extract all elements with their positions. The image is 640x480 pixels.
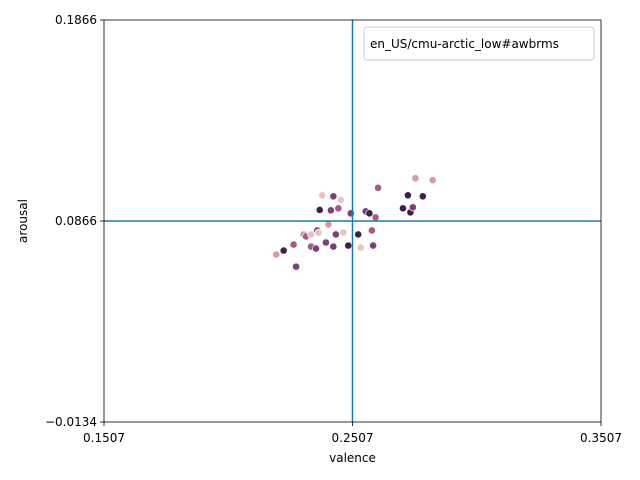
scatter-point-38 — [418, 192, 427, 201]
scatter-point-16 — [326, 206, 335, 215]
scatter-point-11 — [314, 228, 323, 237]
scatter-point-29 — [367, 226, 376, 235]
y-tick-label: −0.0134 — [45, 415, 97, 429]
scatter-point-22 — [339, 228, 348, 237]
scatter-point-15 — [324, 220, 333, 229]
scatter-point-12 — [315, 206, 324, 214]
scatter-point-24 — [346, 209, 355, 218]
scatter-point-4 — [292, 262, 300, 271]
scatter-point-30 — [369, 241, 378, 250]
scatter-point-1 — [272, 250, 281, 259]
legend-entry: en_US/cmu-arctic_low#awbrms — [370, 37, 559, 51]
scatter-point-37 — [411, 174, 420, 183]
scatter-point-33 — [399, 204, 407, 213]
scatter-point-32 — [374, 183, 382, 192]
scatter-point-17 — [329, 192, 338, 201]
x-axis-label: valence — [329, 451, 376, 465]
y-axis-label: arousal — [16, 199, 30, 243]
scatter-point-31 — [371, 213, 380, 222]
scatter-point-18 — [329, 242, 338, 251]
legend-box — [363, 26, 595, 61]
scatter-point-26 — [356, 243, 365, 252]
scatter-point-23 — [344, 241, 353, 250]
scatter-point-19 — [331, 230, 340, 239]
axis-ticks: 0.1507 0.2507 0.3507 −0.0134 0.0866 0.1866 — [45, 13, 622, 445]
data-points — [272, 174, 437, 271]
scatter-point-36 — [408, 203, 417, 212]
scatter-point-21 — [336, 195, 345, 204]
scatter-point-13 — [318, 191, 327, 200]
scatter-point-2 — [279, 246, 288, 255]
x-tick-label: 0.2507 — [332, 431, 374, 445]
scatter-point-9 — [312, 244, 320, 253]
scatter-point-39 — [428, 176, 437, 185]
scatter-point-3 — [289, 240, 298, 249]
scatter-point-25 — [354, 230, 363, 239]
scatter-point-14 — [322, 238, 330, 247]
x-tick-label: 0.1507 — [83, 431, 125, 445]
y-tick-label: 0.0866 — [55, 214, 97, 228]
scatter-point-20 — [334, 204, 343, 213]
x-tick-label: 0.3507 — [580, 431, 622, 445]
legend: en_US/cmu-arctic_low#awbrms — [363, 26, 595, 61]
reference-lines — [104, 20, 601, 422]
plot-area — [103, 19, 602, 423]
scatter-point-7 — [307, 230, 315, 239]
y-tick-label: 0.1866 — [55, 13, 97, 27]
scatter-point-34 — [404, 191, 412, 200]
scatter-point-28 — [365, 209, 374, 218]
